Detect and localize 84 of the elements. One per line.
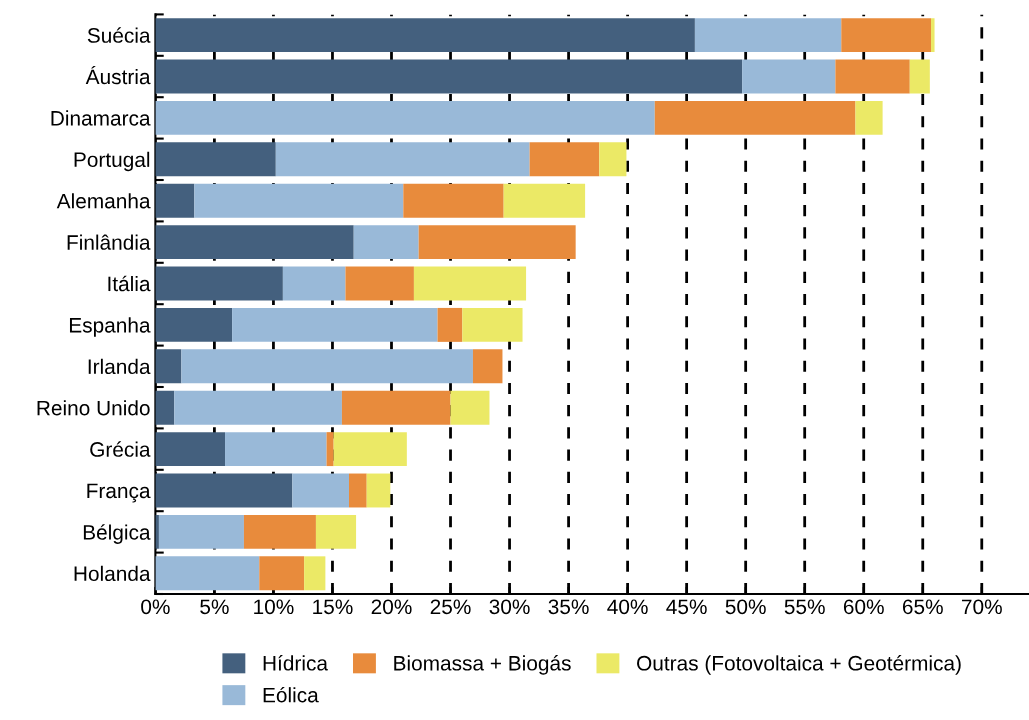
x-tick-label: 25% [430, 599, 471, 615]
y-tick-label: França [87, 483, 151, 503]
bar [155, 556, 260, 591]
bar [345, 266, 414, 301]
bar [333, 432, 407, 467]
bar [366, 473, 391, 508]
x-tick-label: 40% [607, 599, 648, 615]
x-tick-label: 60% [843, 599, 884, 615]
x-tick-label: 5% [200, 599, 229, 615]
y-tick-label: Bélgica [83, 524, 151, 544]
bar [841, 18, 932, 53]
bar [341, 390, 451, 425]
bar [158, 514, 244, 549]
bar [292, 473, 349, 508]
bar [931, 18, 935, 53]
x-tick-label: 15% [313, 599, 353, 615]
bar [450, 390, 490, 425]
legend-label: Outras (Fotovoltaica + Geotérmica) [637, 655, 961, 675]
x-tick-label: 65% [902, 599, 943, 615]
y-tick-label: Espanha [69, 317, 151, 337]
y-tick-label: Dinamarca [51, 110, 151, 126]
bar [155, 225, 354, 260]
bar [225, 432, 327, 467]
bar [462, 307, 523, 342]
bar [155, 349, 182, 384]
y-tick-label: Reino Unido [37, 400, 150, 416]
bar [654, 100, 856, 135]
bar [155, 473, 293, 508]
y-tick-label: Grécia [90, 441, 151, 457]
legend-label: Hídrica [263, 655, 328, 671]
bar [282, 266, 346, 301]
bar [155, 100, 655, 135]
bar [243, 514, 316, 549]
x-tick-label: 0% [141, 599, 170, 615]
bar [413, 266, 527, 301]
legend-label: Eólica [263, 686, 319, 703]
bar [909, 59, 930, 94]
bar [155, 307, 233, 342]
bar [503, 183, 586, 218]
bar [155, 142, 276, 177]
bar [855, 100, 883, 135]
bar [835, 59, 910, 94]
y-tick-label: Holanda [74, 565, 151, 582]
bar [181, 349, 473, 384]
bar [315, 514, 357, 549]
bar [742, 59, 836, 94]
bar [437, 307, 463, 342]
bar [418, 225, 576, 260]
bar [259, 556, 305, 591]
bar [472, 349, 503, 384]
bar [348, 473, 367, 508]
bar [403, 183, 504, 218]
x-tick-label: 20% [371, 599, 412, 615]
bar [155, 183, 195, 218]
x-tick-label: 35% [548, 599, 589, 615]
x-tick-label: 70% [962, 599, 1002, 615]
x-tick-label: 50% [725, 599, 766, 615]
y-tick-label: Suécia [87, 27, 151, 43]
y-tick-label: Portugal [74, 151, 150, 172]
x-tick-label: 55% [784, 599, 825, 615]
x-tick-label: 45% [666, 599, 707, 615]
bar [353, 225, 419, 260]
bar [194, 183, 404, 218]
bar [155, 59, 743, 94]
bar [694, 18, 842, 53]
x-tick-label: 10% [254, 599, 294, 615]
y-tick-label: Itália [108, 275, 151, 292]
y-tick-label: Alemanha [56, 193, 151, 209]
y-tick-label: Irlanda [88, 358, 151, 375]
bar [155, 432, 226, 467]
bar [155, 390, 175, 425]
bar [599, 142, 627, 177]
bar [275, 142, 530, 177]
bar [155, 266, 283, 301]
bar [529, 142, 600, 177]
y-tick-label: Áustria [85, 65, 151, 85]
bar [304, 556, 326, 591]
y-tick-label: Finlândia [67, 234, 151, 250]
x-tick-label: 30% [489, 599, 530, 615]
bar [326, 432, 334, 467]
bar [174, 390, 342, 425]
legend-label: Biomassa + Biogás [394, 655, 571, 675]
bar [232, 307, 438, 342]
bar [155, 18, 695, 53]
